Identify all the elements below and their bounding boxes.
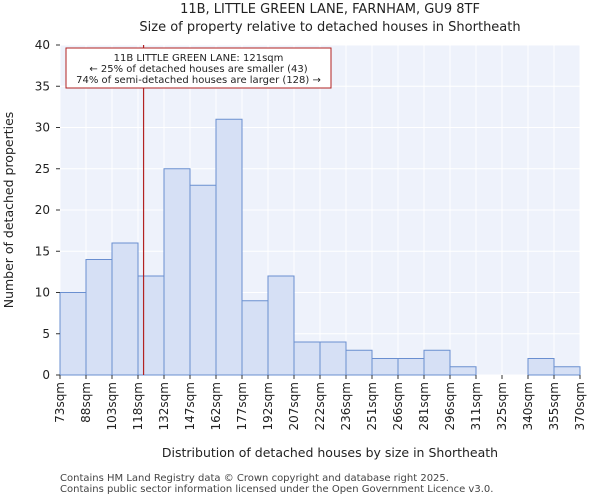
footer-line-2: Contains public sector information licen… [60,484,494,495]
x-tick-label: 325sqm [495,382,509,430]
y-tick-label: 20 [35,203,50,217]
y-tick-label: 40 [35,38,50,52]
y-tick-label: 35 [35,79,50,93]
bar [189,184,217,376]
y-tick-label: 25 [35,162,50,176]
bar [215,118,243,376]
bar [137,275,165,376]
bar [85,259,113,376]
y-axis-label: Number of detached properties [1,112,16,309]
bar [527,358,555,376]
x-tick-label: 296sqm [443,382,457,430]
bar [267,275,295,376]
x-tick-label: 162sqm [209,382,223,430]
x-tick-label: 88sqm [79,382,93,423]
annotation-line-3: 74% of semi-detached houses are larger (… [76,75,321,86]
x-tick-label: 370sqm [573,382,587,430]
bar [449,366,477,376]
y-tick-label: 30 [35,121,50,135]
x-tick-label: 311sqm [469,382,483,430]
bar [423,349,451,376]
x-tick-label: 192sqm [261,382,275,430]
annotation-frame [65,47,332,89]
bar [345,349,373,376]
bar [163,168,191,376]
footer-line-1: Contains HM Land Registry data © Crown c… [60,473,449,484]
bar [371,358,399,376]
annotation-box: 11B LITTLE GREEN LANE: 121sqm ← 25% of d… [65,47,332,89]
x-tick-label: 73sqm [53,382,67,423]
bar [59,292,87,376]
x-tick-label: 281sqm [417,382,431,430]
bars [59,118,581,376]
y-tick-label: 0 [42,368,50,382]
x-tick-label: 266sqm [391,382,405,430]
y-axis-ticks: 0 5 10 15 20 25 30 35 40 [35,38,60,382]
bar [397,358,425,376]
bar [319,341,347,376]
x-axis-label: Distribution of detached houses by size … [162,445,498,460]
x-tick-label: 222sqm [313,382,327,430]
x-tick-label: 177sqm [235,382,249,430]
x-tick-label: 207sqm [287,382,301,430]
x-tick-label: 118sqm [131,382,145,430]
x-tick-label: 355sqm [547,382,561,430]
x-tick-label: 251sqm [365,382,379,430]
annotation-line-1: 11B LITTLE GREEN LANE: 121sqm [114,53,284,64]
chart-title: 11B, LITTLE GREEN LANE, FARNHAM, GU9 8TF [180,2,480,17]
bar [241,300,269,376]
y-tick-label: 5 [42,327,50,341]
bar [111,242,139,376]
y-tick-label: 10 [35,286,50,300]
x-tick-label: 103sqm [105,382,119,430]
bar [293,341,321,376]
x-tick-label: 236sqm [339,382,353,430]
chart-subtitle: Size of property relative to detached ho… [139,20,520,35]
annotation-line-2: ← 25% of detached houses are smaller (43… [89,64,307,75]
bar [553,366,581,376]
x-tick-label: 340sqm [521,382,535,430]
x-tick-label: 147sqm [183,382,197,430]
x-axis-ticks: 73sqm 88sqm 103sqm 118sqm 132sqm 147sqm 162sqm… [53,375,587,430]
x-tick-label: 132sqm [157,382,171,430]
y-tick-label: 15 [35,244,50,258]
